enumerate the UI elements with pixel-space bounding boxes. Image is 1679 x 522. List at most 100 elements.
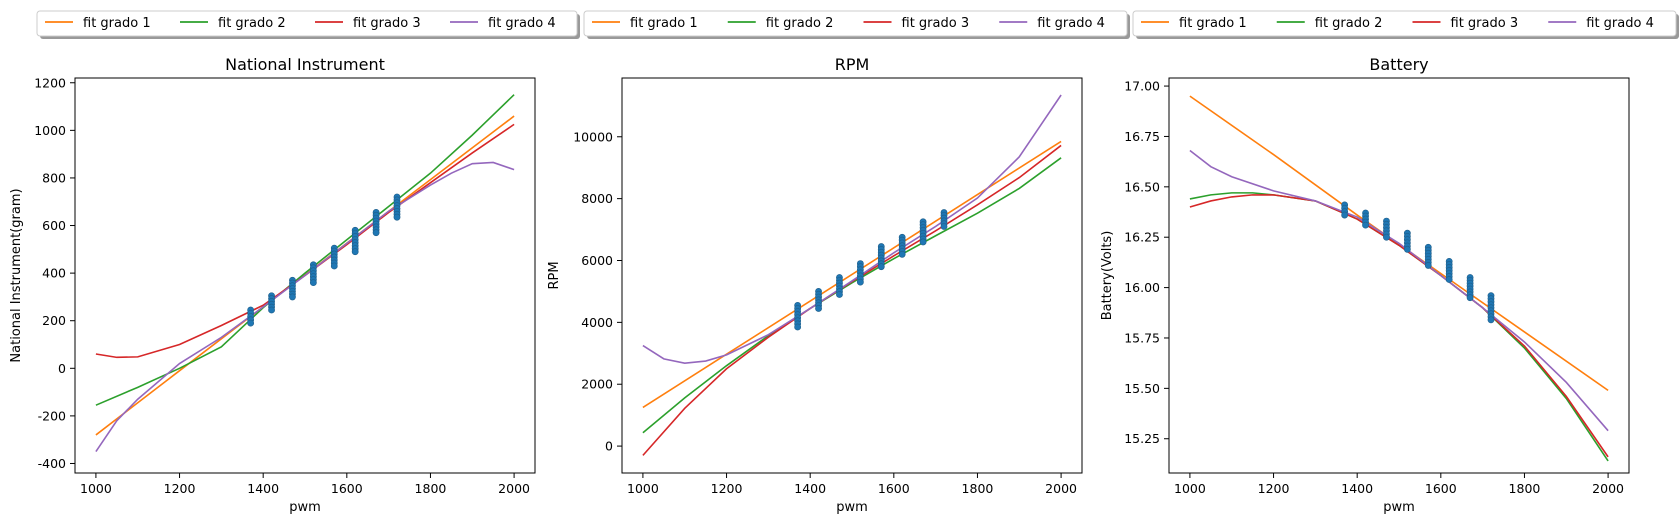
scatter-point <box>289 293 296 301</box>
scatter-point <box>1341 211 1349 219</box>
scatter-point <box>919 238 927 246</box>
scatter-point <box>1424 262 1432 269</box>
x-tick-label: 1800 <box>962 481 994 496</box>
chart-panel-3: fit grado 1 fit grado 2 fit grado 3 fit gra… <box>1100 10 1679 515</box>
legend-label: fit grado 4 <box>1037 16 1105 31</box>
legend-frame <box>1132 10 1677 37</box>
series-line <box>1189 149 1609 432</box>
y-tick-label: 1000 <box>34 123 66 138</box>
y-tick-label: 15.75 <box>1124 330 1160 345</box>
scatter-point <box>268 306 275 314</box>
plot-area <box>95 94 515 453</box>
scatter-point <box>898 250 906 258</box>
legend-label: fit grado 3 <box>902 16 970 31</box>
y-tick-label: 2000 <box>581 377 613 392</box>
scatter-point <box>330 262 338 270</box>
scatter-point <box>940 223 948 230</box>
x-tick-label: 1400 <box>794 481 826 496</box>
plot-area <box>642 94 1062 456</box>
y-tick-label: -200 <box>38 408 66 423</box>
series-line <box>95 123 515 359</box>
chart-title: RPM <box>835 55 870 74</box>
legend-label: fit grado 2 <box>1315 16 1383 31</box>
y-tick-label: 6000 <box>581 253 613 268</box>
scatter-point <box>393 213 401 221</box>
series-line <box>95 161 515 453</box>
x-tick-label: 1000 <box>627 481 659 496</box>
x-tick-label: 2000 <box>1045 481 1077 496</box>
y-tick-label: 800 <box>42 170 66 185</box>
y-tick-label: 200 <box>42 313 66 328</box>
y-tick-label: 16.00 <box>1124 280 1160 295</box>
legend-label: fit grado 3 <box>353 16 421 31</box>
scatter-point <box>1445 276 1453 283</box>
legend: fit grado 1 fit grado 2 fit grado 3 fit gra… <box>583 10 1130 39</box>
chart-title: Battery <box>1369 55 1428 74</box>
x-tick-label: 1200 <box>164 481 196 496</box>
x-tick-label: 1200 <box>711 481 743 496</box>
y-tick-label: 0 <box>58 361 66 376</box>
scatter-point <box>856 278 864 286</box>
legend-frame <box>36 10 578 37</box>
y-tick-label: -400 <box>38 456 66 471</box>
x-tick-label: 1400 <box>1341 481 1373 496</box>
scatter-point <box>372 229 380 237</box>
x-tick-label: 1000 <box>1174 481 1206 496</box>
x-tick-label: 1400 <box>247 481 279 496</box>
scatter-point <box>309 279 317 287</box>
y-tick-label: 15.25 <box>1124 431 1160 446</box>
plot-frame <box>1168 77 1630 474</box>
x-axis-label: pwm <box>1383 500 1415 515</box>
scatter-point <box>836 291 843 298</box>
series-line <box>642 140 1062 409</box>
x-tick-label: 2000 <box>1592 481 1624 496</box>
y-tick-label: 1200 <box>34 75 66 90</box>
x-tick-label: 1200 <box>1258 481 1290 496</box>
y-axis-label: RPM <box>547 261 562 289</box>
chart-panel-2: fit grado 1 fit grado 2 fit grado 3 fit gra… <box>547 10 1130 515</box>
x-tick-label: 1000 <box>80 481 112 496</box>
plot-frame <box>74 77 536 474</box>
legend-label: fit grado 2 <box>766 16 834 31</box>
legend-label: fit grado 1 <box>83 16 151 31</box>
legend-label: fit grado 1 <box>1179 16 1247 31</box>
scatter-point <box>1362 221 1369 229</box>
scatter-point <box>247 319 255 327</box>
legend-label: fit grado 3 <box>1451 16 1519 31</box>
y-tick-label: 10000 <box>573 129 613 144</box>
legend-label: fit grado 1 <box>630 16 698 31</box>
scatter-point <box>1487 316 1495 324</box>
scatter-point <box>1403 245 1411 253</box>
x-axis-label: pwm <box>289 500 321 515</box>
x-tick-label: 1600 <box>1425 481 1457 496</box>
x-tick-label: 1800 <box>1509 481 1541 496</box>
chart-panel-1: fit grado 1 fit grado 2 fit grado 3 fit gra… <box>9 10 580 515</box>
y-tick-label: 15.50 <box>1124 381 1160 396</box>
x-tick-label: 1800 <box>415 481 447 496</box>
y-tick-label: 16.50 <box>1124 179 1160 194</box>
plot-frame <box>621 77 1083 474</box>
y-tick-label: 16.25 <box>1124 230 1160 245</box>
legend: fit grado 1 fit grado 2 fit grado 3 fit gra… <box>36 10 580 39</box>
y-tick-label: 17.00 <box>1124 79 1160 94</box>
scatter-point <box>1466 294 1474 302</box>
series-line <box>1189 192 1609 462</box>
y-tick-label: 0 <box>605 439 613 454</box>
y-tick-label: 600 <box>42 218 66 233</box>
series-line <box>95 94 515 406</box>
y-tick-label: 16.75 <box>1124 129 1160 144</box>
legend-label: fit grado 4 <box>1586 16 1654 31</box>
y-tick-label: 8000 <box>581 191 613 206</box>
x-tick-label: 2000 <box>498 481 530 496</box>
y-axis-label: National Instrument(gram) <box>9 188 24 362</box>
series-line <box>1189 194 1609 458</box>
series-line <box>642 144 1062 456</box>
scatter-point <box>794 323 802 331</box>
x-axis-label: pwm <box>836 500 868 515</box>
x-tick-label: 1600 <box>878 481 910 496</box>
legend-frame <box>583 10 1128 37</box>
y-tick-label: 400 <box>42 266 66 281</box>
legend: fit grado 1 fit grado 2 fit grado 3 fit gra… <box>1132 10 1679 39</box>
series-line <box>642 94 1062 364</box>
